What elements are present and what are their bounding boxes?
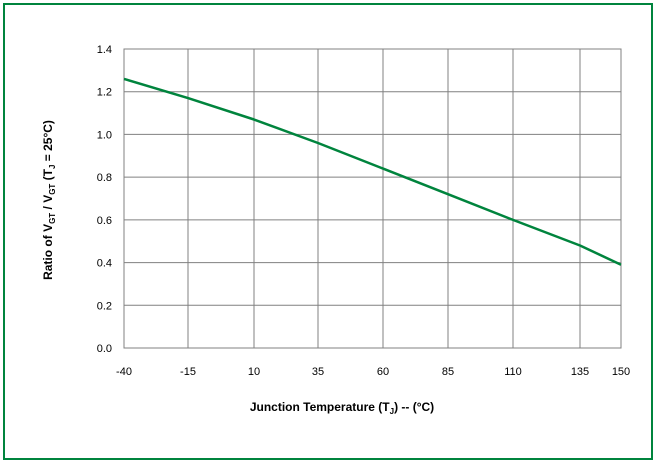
y-tick-label: 1.0 <box>97 129 112 141</box>
x-tick-label: 150 <box>612 366 630 378</box>
y-tick-label: 1.4 <box>97 44 112 56</box>
x-tick-label: 135 <box>571 366 589 378</box>
x-tick-label: -15 <box>180 366 196 378</box>
x-tick-label: 85 <box>442 366 454 378</box>
y-tick-label: 1.2 <box>97 87 112 99</box>
series-line <box>123 77 622 266</box>
y-tick-label: 0.4 <box>97 258 112 270</box>
y-tick-label: 0.0 <box>97 343 112 355</box>
y-axis-label: Ratio of VGT / VGT (TJ = 25°C) <box>41 120 57 280</box>
x-tick-label: 110 <box>504 366 522 378</box>
y-tick-label: 0.6 <box>97 215 112 227</box>
x-tick-label: 10 <box>248 366 260 378</box>
y-tick-labels: 0.0 0.2 0.4 0.6 0.8 1.0 1.2 1.4 <box>97 44 112 355</box>
x-tick-label: 35 <box>312 366 324 378</box>
grid-lines <box>124 48 621 349</box>
x-tick-label: -40 <box>116 366 132 378</box>
y-tick-label: 0.8 <box>97 172 112 184</box>
plot-area <box>123 48 622 349</box>
x-axis-label: Junction Temperature (TJ) -- (°C) <box>250 400 434 416</box>
y-tick-label: 0.2 <box>97 300 112 312</box>
x-tick-label: 60 <box>377 366 389 378</box>
series-group <box>123 77 622 266</box>
x-tick-labels: -40 -15 10 35 60 85 110 135 150 <box>116 366 630 378</box>
